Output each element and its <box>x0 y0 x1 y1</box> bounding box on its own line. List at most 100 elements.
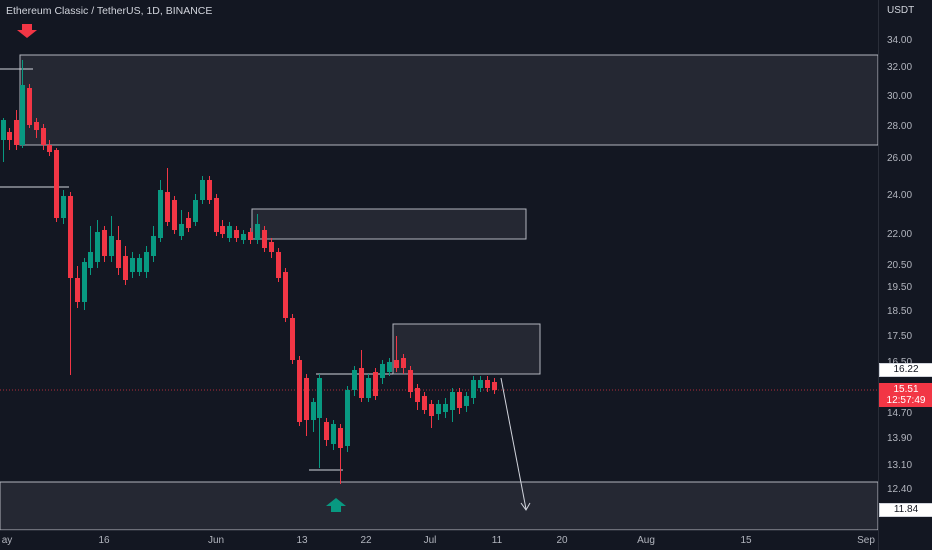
candle-body <box>158 190 163 238</box>
candle-body <box>317 378 322 418</box>
candle-body <box>276 252 281 278</box>
candlestick-series[interactable] <box>1 60 497 484</box>
down-arrow-icon <box>17 24 37 38</box>
candle-body <box>248 232 253 240</box>
candle-body <box>61 196 66 218</box>
candle-body <box>450 392 455 410</box>
price-tick: 13.10 <box>887 460 913 471</box>
candle-body <box>255 224 260 240</box>
candle-body <box>1 120 6 140</box>
time-tick: Aug <box>637 535 655 546</box>
candle-body <box>422 396 427 410</box>
last-price-value: 15.51 <box>893 384 919 395</box>
candle-body <box>116 240 121 268</box>
candle-body <box>297 360 302 422</box>
price-tick: 20.50 <box>887 260 913 271</box>
candle-body <box>172 200 177 230</box>
candle-body <box>269 242 274 252</box>
candle-body <box>478 380 483 388</box>
candle-body <box>345 390 350 446</box>
candle-body <box>338 428 343 448</box>
price-tick: 34.00 <box>887 35 913 46</box>
candle-body <box>401 358 406 368</box>
candle-body <box>7 132 12 140</box>
candle-body <box>408 370 413 392</box>
candle-body <box>380 364 385 378</box>
projection-arrowhead <box>520 502 531 511</box>
price-tick: 18.50 <box>887 306 913 317</box>
candle-body <box>471 380 476 398</box>
candle-body <box>123 256 128 280</box>
candle-body <box>220 226 225 234</box>
candle-body <box>331 424 336 444</box>
time-tick: 16 <box>98 535 110 546</box>
candle-body <box>54 150 59 218</box>
time-tick: ay <box>1 535 13 546</box>
candle-body <box>193 200 198 222</box>
candle-body <box>283 272 288 318</box>
time-tick: 15 <box>740 535 752 546</box>
bar-countdown: 12:57:49 <box>886 395 926 406</box>
candle-body <box>214 198 219 232</box>
candle-body <box>359 368 364 398</box>
candle-body <box>88 252 93 268</box>
candle-body <box>165 192 170 222</box>
projection-arrow <box>500 377 527 510</box>
candle-body <box>304 378 309 420</box>
price-tick: 24.00 <box>887 190 913 201</box>
candle-body <box>75 278 80 302</box>
candle-body <box>95 232 100 262</box>
supply-zone-top[interactable] <box>19 54 878 146</box>
candle-body <box>82 262 87 302</box>
candle-body <box>34 122 39 130</box>
price-tick: 13.90 <box>887 433 913 444</box>
chart-title: Ethereum Classic / TetherUS, 1D, BINANCE <box>6 5 213 17</box>
candle-body <box>394 360 399 368</box>
price-tick: 19.50 <box>887 282 913 293</box>
candle-body <box>102 230 107 256</box>
candle-body <box>241 234 246 240</box>
candle-body <box>443 404 448 412</box>
candle-body <box>144 252 149 272</box>
resistance-zone[interactable] <box>392 323 541 375</box>
level-top-badge: 16.22 <box>879 363 932 377</box>
candle-body <box>200 180 205 200</box>
candle-body <box>436 404 441 414</box>
time-tick: 13 <box>296 535 308 546</box>
price-axis[interactable]: USDT 34.00 32.00 30.00 28.00 26.00 24.00… <box>878 0 932 550</box>
candle-body <box>262 230 267 248</box>
time-tick: 11 <box>491 535 503 546</box>
candle-body <box>186 218 191 228</box>
candle-body <box>130 258 135 272</box>
price-tick: 12.40 <box>887 484 913 495</box>
candle-body <box>68 196 73 278</box>
price-tick: 16.50 <box>887 357 912 368</box>
price-tick: 32.00 <box>887 62 913 73</box>
time-tick: Sep <box>857 535 875 546</box>
candle-body <box>234 230 239 238</box>
candle-body <box>387 362 392 372</box>
candle-body <box>464 396 469 406</box>
demand-zone-bottom[interactable] <box>0 481 878 530</box>
candle-body <box>366 378 371 398</box>
time-axis[interactable]: ay 16 Jun 13 22 Jul 11 20 Aug 15 Sep <box>0 530 878 550</box>
candle-body <box>492 382 497 390</box>
price-tick: 22.00 <box>887 229 913 240</box>
price-tick: 17.50 <box>887 331 913 342</box>
candle-body <box>429 404 434 416</box>
up-arrow-icon <box>326 498 346 512</box>
time-tick: Jun <box>207 535 225 546</box>
currency-label: USDT <box>887 5 915 16</box>
price-tick: 30.00 <box>887 91 913 102</box>
supply-zone-mid[interactable] <box>251 208 527 240</box>
candle-body <box>41 128 46 145</box>
time-tick: 20 <box>556 535 568 546</box>
time-tick: 22 <box>360 535 372 546</box>
candle-body <box>324 422 329 440</box>
candle-body <box>20 85 25 145</box>
candle-body <box>311 402 316 420</box>
candle-body <box>27 88 32 125</box>
last-price-badge: 15.51 12:57:49 <box>879 383 932 407</box>
candle-body <box>352 370 357 390</box>
price-chart[interactable] <box>0 0 878 530</box>
